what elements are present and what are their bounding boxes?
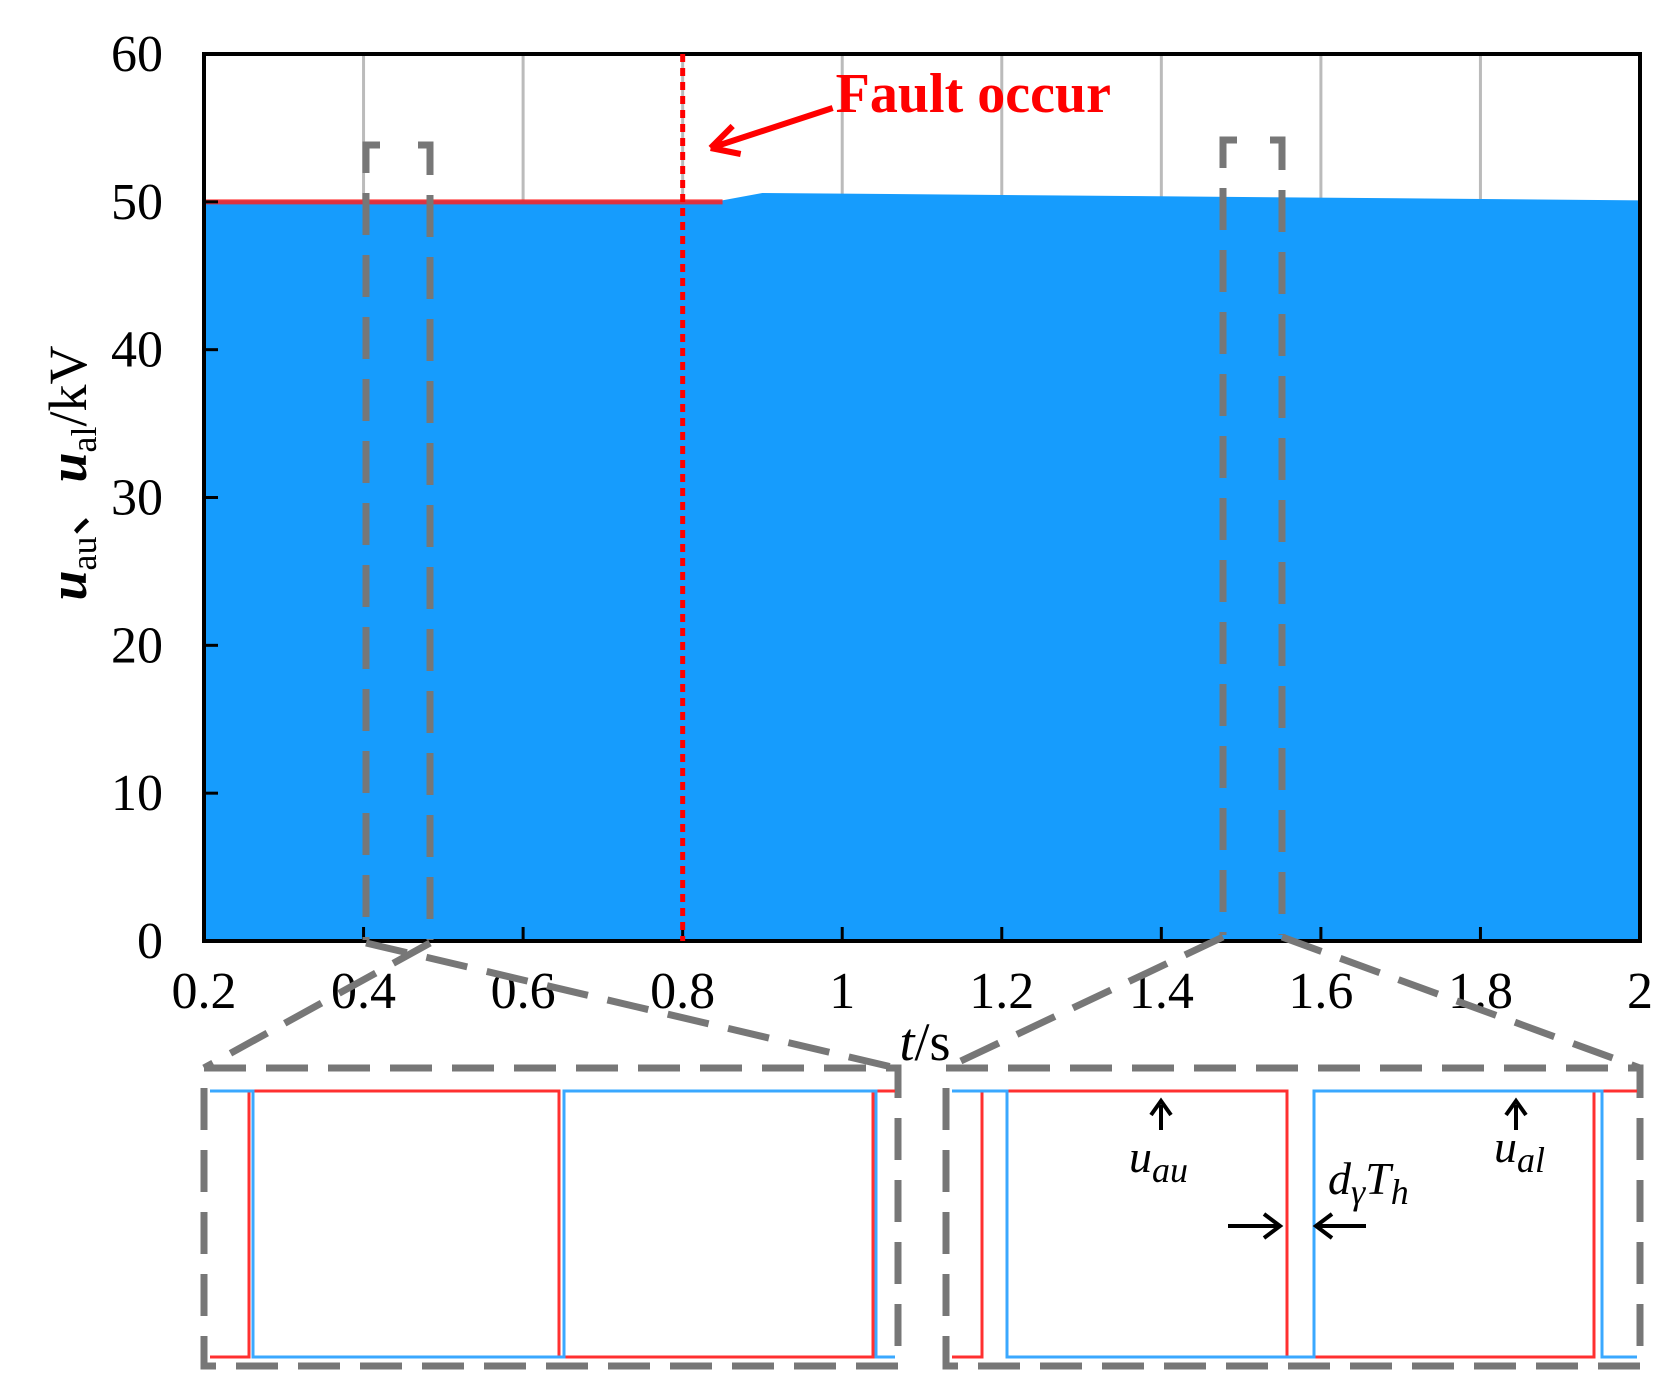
label-part: al bbox=[1517, 1140, 1545, 1180]
inset-waveform-uau bbox=[210, 1089, 895, 1359]
arrow bbox=[1149, 1097, 1173, 1130]
zoom-connector bbox=[944, 933, 1642, 1072]
arrow bbox=[1312, 1212, 1366, 1240]
inset-waveform-uau bbox=[952, 1089, 1637, 1359]
inset-label: ual bbox=[1494, 1121, 1545, 1180]
annotations: Fault occur bbox=[680, 54, 1111, 941]
inset-label: uau bbox=[1129, 1131, 1188, 1190]
y-tick-label: 30 bbox=[111, 470, 163, 527]
inset-waveform-ual bbox=[210, 1089, 895, 1359]
label-part: au bbox=[64, 537, 104, 571]
label-part: /s bbox=[914, 1012, 950, 1072]
zoom-window bbox=[362, 141, 434, 940]
label-part: au bbox=[1152, 1150, 1188, 1190]
y-tick-label: 40 bbox=[111, 322, 163, 379]
x-tick-label: 1.2 bbox=[969, 963, 1034, 1020]
plot-area bbox=[202, 192, 1642, 943]
label-part: t bbox=[899, 1012, 916, 1072]
label-part: d bbox=[1328, 1153, 1352, 1204]
area bbox=[202, 192, 1642, 943]
annotation-arrow bbox=[708, 105, 834, 157]
x-tick-label: 1.4 bbox=[1129, 963, 1194, 1020]
label-part: al bbox=[64, 426, 104, 452]
y-tick-label: 60 bbox=[111, 26, 163, 83]
label-part: γ bbox=[1351, 1172, 1366, 1212]
inset-frame bbox=[200, 1064, 902, 1370]
label-part: u bbox=[38, 452, 98, 482]
label-part: u bbox=[38, 570, 98, 600]
arrow bbox=[1504, 1097, 1528, 1130]
y-tick-label: 0 bbox=[137, 913, 163, 970]
x-tick-label: 1.6 bbox=[1288, 963, 1353, 1020]
x-tick-label: 0.2 bbox=[172, 963, 237, 1020]
y-tick-label: 50 bbox=[111, 174, 163, 231]
inset-frame bbox=[942, 1064, 1644, 1370]
annotation-text: Fault occur bbox=[836, 63, 1111, 125]
zoom-connector bbox=[202, 939, 897, 1072]
label-part: u bbox=[1494, 1121, 1517, 1172]
x-tick-label: 2 bbox=[1627, 963, 1653, 1020]
y-tick-label: 10 bbox=[111, 765, 163, 822]
inset-waveform-ual bbox=[952, 1089, 1637, 1359]
y-axis-label: uau、ual/kV bbox=[38, 345, 104, 600]
x-axis-label: t/s bbox=[899, 1012, 950, 1072]
zoom-window bbox=[1219, 136, 1286, 935]
label-part: u bbox=[1129, 1131, 1152, 1182]
y-tick-label: 20 bbox=[111, 617, 163, 674]
label-part: T bbox=[1365, 1153, 1394, 1204]
inset-label: dγTh bbox=[1328, 1153, 1409, 1212]
x-tick-label: 1 bbox=[829, 963, 855, 1020]
arrow bbox=[1228, 1212, 1284, 1240]
x-tick-label: 0.8 bbox=[650, 963, 715, 1020]
label-part: 、 bbox=[38, 483, 98, 537]
label-part: h bbox=[1391, 1172, 1409, 1212]
label-part: /kV bbox=[38, 345, 98, 426]
